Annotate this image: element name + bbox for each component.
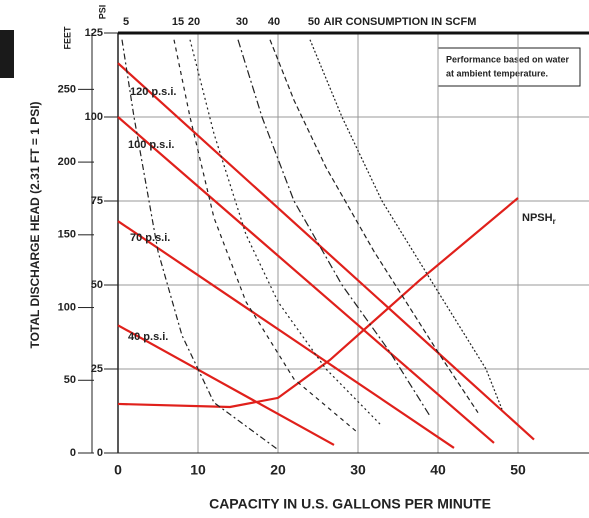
series-label: 40 p.s.i. (128, 331, 168, 343)
x-tick-label: 20 (270, 462, 286, 478)
note-line: Performance based on water (446, 54, 570, 64)
series-line (117, 324, 335, 446)
y-tick-label: 125 (85, 27, 103, 39)
series-label: 70 p.s.i. (130, 232, 170, 244)
y-tick-label: 50 (91, 279, 103, 291)
y2-tick-label: 200 (58, 156, 76, 168)
y-tick-label: 0 (97, 447, 103, 459)
series-label: NPSHr (522, 212, 556, 226)
series-label: 5 (123, 16, 129, 28)
y2-tick-label: 150 (58, 229, 76, 241)
y2-tick-label: 250 (58, 83, 76, 95)
series-name: 70 p.s.i. (130, 232, 170, 244)
y-tick-label: 100 (85, 111, 103, 123)
series-line (117, 62, 535, 441)
series-line (173, 39, 359, 434)
series-name: NPSH (522, 212, 553, 224)
series-label: 15 (172, 16, 184, 28)
series-name: 40 p.s.i. (128, 331, 168, 343)
series-label: 100 p.s.i. (128, 139, 174, 151)
series-label: 40 (268, 16, 280, 28)
series-name: 100 p.s.i. (128, 139, 174, 151)
series-label: 30 (236, 16, 248, 28)
series-line (117, 220, 455, 449)
x-tick-label: 0 (114, 462, 122, 478)
psi-label: PSI (97, 5, 107, 20)
series-line (117, 197, 519, 409)
series-line (309, 39, 503, 410)
y-tick-label: 75 (91, 195, 103, 207)
note-line: at ambient temperature. (446, 68, 548, 78)
y2-tick-label: 0 (70, 447, 76, 459)
x-tick-label: 30 (350, 462, 366, 478)
note-box (437, 47, 581, 87)
x-axis-label: CAPACITY IN U.S. GALLONS PER MINUTE (209, 496, 491, 512)
y-axis-label: TOTAL DISCHARGE HEAD (2.31 FT = 1 PSI) (28, 101, 42, 348)
top-label: AIR CONSUMPTION IN SCFM (324, 16, 477, 28)
series-line (189, 39, 383, 427)
y2-tick-label: 50 (64, 374, 76, 386)
series-line (121, 39, 279, 451)
photo-fragment (0, 30, 14, 78)
series-label: 20 (188, 16, 200, 28)
series-label: 120 p.s.i. (130, 86, 176, 98)
series-line (117, 116, 495, 444)
feet-label: FEET (62, 26, 72, 50)
x-tick-label: 10 (190, 462, 206, 478)
series-name-sub: r (553, 217, 556, 226)
x-tick-label: 50 (510, 462, 526, 478)
series-name: 120 p.s.i. (130, 86, 176, 98)
y-tick-label: 25 (91, 363, 103, 375)
series-label: 50 (308, 16, 320, 28)
x-tick-label: 40 (430, 462, 446, 478)
y2-tick-label: 100 (58, 301, 76, 313)
series-line (237, 39, 431, 417)
series-line (269, 39, 479, 414)
